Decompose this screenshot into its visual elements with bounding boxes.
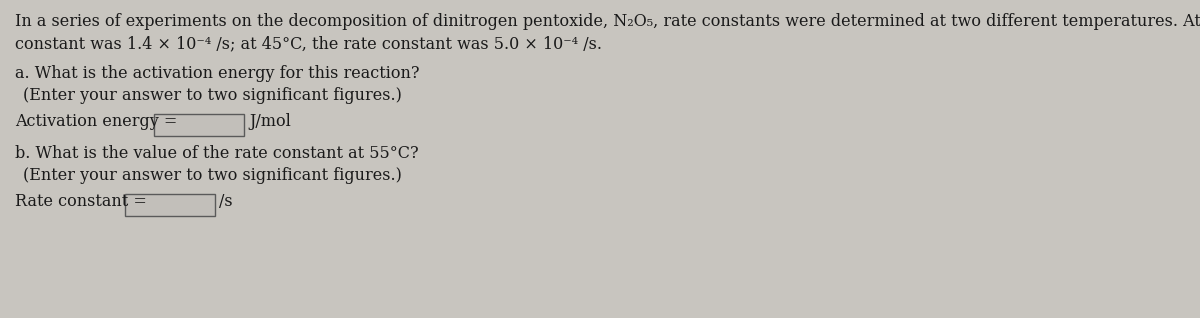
Text: (Enter your answer to two significant figures.): (Enter your answer to two significant fi… (23, 167, 402, 184)
Text: Rate constant =: Rate constant = (14, 193, 146, 210)
Text: a. What is the activation energy for this reaction?: a. What is the activation energy for thi… (14, 65, 420, 82)
Text: Activation energy =: Activation energy = (14, 113, 178, 130)
Text: constant was 1.4 × 10⁻⁴ /s; at 45°C, the rate constant was 5.0 × 10⁻⁴ /s.: constant was 1.4 × 10⁻⁴ /s; at 45°C, the… (14, 35, 602, 52)
Text: (Enter your answer to two significant figures.): (Enter your answer to two significant fi… (23, 87, 402, 104)
Text: /s: /s (220, 193, 233, 210)
Text: b. What is the value of the rate constant at 55°C?: b. What is the value of the rate constan… (14, 145, 419, 162)
Text: In a series of experiments on the decomposition of dinitrogen pentoxide, N₂O₅, r: In a series of experiments on the decomp… (14, 13, 1200, 30)
Text: J/mol: J/mol (250, 113, 290, 130)
